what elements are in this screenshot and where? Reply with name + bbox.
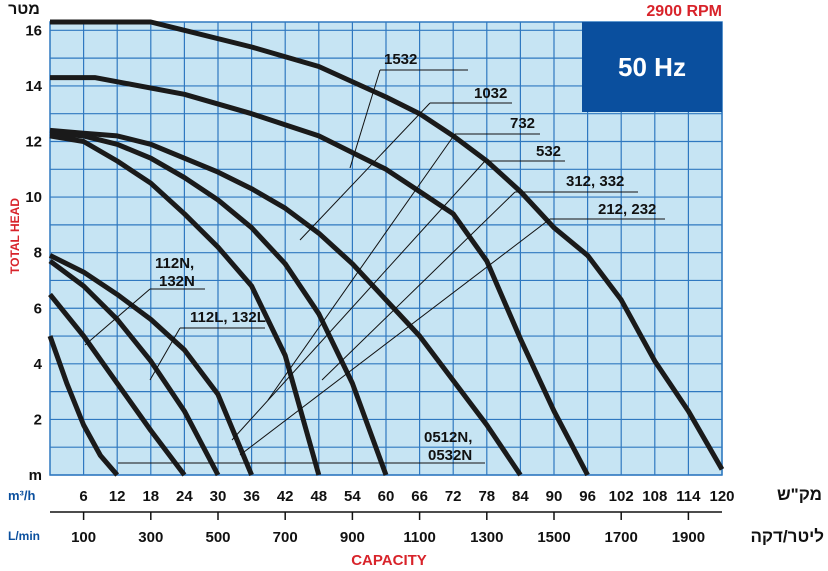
leader-line: [321, 191, 516, 381]
x2-tick-label: 900: [340, 529, 365, 546]
y-tick-label: m: [29, 467, 42, 484]
x2-tick-label: 700: [273, 529, 298, 546]
x-tick-label: 90: [546, 488, 563, 505]
pump-curve: [49, 130, 389, 476]
y-tick-label: 8: [34, 245, 42, 262]
x-tick-label: 18: [142, 488, 159, 505]
x2-tick-label: 100: [71, 529, 96, 546]
curve-label: 532: [536, 143, 561, 160]
curve-label: 312, 332: [566, 173, 624, 190]
leader-line: [231, 160, 486, 441]
pump-curve: [47, 335, 120, 477]
y-unit-local: מטר: [8, 1, 40, 18]
x-tick-label: 120: [709, 488, 734, 505]
x2-tick-label: 1500: [537, 529, 570, 546]
curve-label: 732: [510, 115, 535, 132]
curve-label: 1032: [474, 85, 507, 102]
x-tick-label: 84: [512, 488, 529, 505]
y-tick-label: 16: [25, 22, 42, 39]
x2-tick-label: 1300: [470, 529, 503, 546]
y-tick-label: 6: [34, 300, 42, 317]
x-tick-label: 24: [176, 488, 193, 505]
x2-unit: L/min: [8, 529, 40, 543]
pump-curve: [48, 253, 254, 476]
x-tick-label: 66: [411, 488, 428, 505]
pump-curve: [49, 133, 322, 476]
x-tick-label: 6: [79, 488, 87, 505]
x-tick-label: 78: [478, 488, 495, 505]
leader-line: [299, 102, 431, 241]
pump-curve: [48, 258, 221, 477]
y-tick-label: 2: [34, 411, 42, 428]
x-tick-label: 42: [277, 488, 294, 505]
curve-label: 112N,: [155, 255, 194, 272]
curve-label: 112L, 132L: [190, 309, 266, 326]
chart-title: 50 Hz: [618, 52, 686, 82]
x2-tick-label: 300: [138, 529, 163, 546]
pump-curve: [49, 127, 523, 477]
pump-curve: [50, 75, 590, 477]
y-tick-label: 14: [25, 78, 42, 95]
x-tick-label: 36: [243, 488, 260, 505]
x-tick-label: 96: [579, 488, 596, 505]
y-tick-label: 10: [25, 189, 42, 206]
x2-tick-label: 1100: [403, 529, 436, 546]
leader-line: [239, 218, 551, 456]
curve-label: 0532N: [428, 447, 472, 464]
x-tick-label: 108: [642, 488, 667, 505]
leader-line: [84, 288, 151, 346]
curve-label: 132N: [159, 273, 195, 290]
x2-unit-local: ליטר/דקה: [750, 527, 824, 546]
x-tick-label: 114: [676, 488, 701, 505]
x-tick-label: 102: [609, 488, 634, 505]
x-unit-local: מק"ש: [777, 485, 822, 504]
leader-line: [349, 69, 381, 169]
leader-line: [267, 133, 456, 401]
x-unit: m³/h: [8, 488, 36, 503]
x2-tick-label: 1700: [605, 529, 638, 546]
curve-label: 212, 232: [598, 201, 656, 218]
curve-label: 1532: [384, 51, 417, 68]
curve-label: 0512N,: [424, 429, 472, 446]
x-tick-label: 60: [378, 488, 395, 505]
x-tick-label: 72: [445, 488, 462, 505]
leader-line: [149, 327, 181, 381]
x-tick-label: 54: [344, 488, 361, 505]
y-tick-label: 4: [34, 356, 43, 373]
y-tick-label: 12: [25, 134, 42, 151]
pump-curve: [50, 19, 725, 471]
pump-curve: [48, 292, 187, 477]
frequency-box: [582, 22, 722, 112]
chart-subtitle: 2900 RPM: [646, 3, 722, 20]
x-axis-label: CAPACITY: [351, 552, 427, 569]
x-tick-label: 12: [109, 488, 126, 505]
x2-tick-label: 500: [205, 529, 230, 546]
x-tick-label: 48: [310, 488, 327, 505]
x-tick-label: 30: [210, 488, 227, 505]
x2-tick-label: 1900: [672, 529, 705, 546]
y-axis-label: TOTAL HEAD: [8, 198, 22, 274]
